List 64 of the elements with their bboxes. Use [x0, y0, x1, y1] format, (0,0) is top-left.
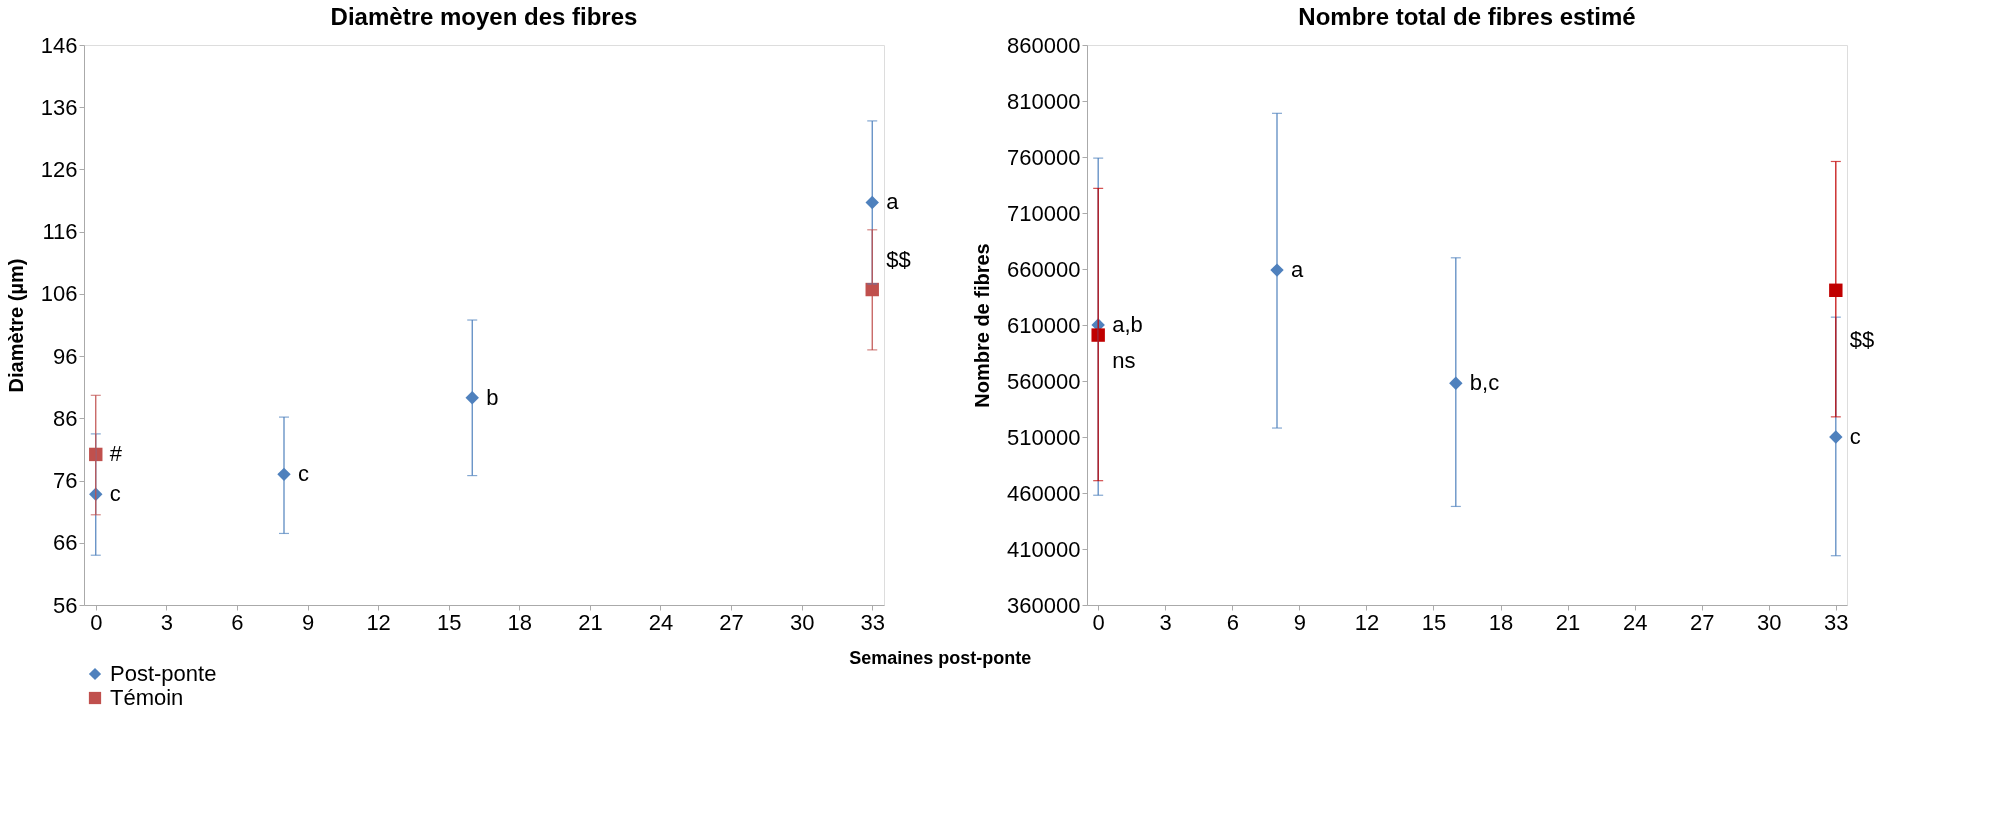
annotation: b — [486, 384, 499, 410]
x-tick-label: 24 — [1622, 609, 1648, 635]
x-tick-label: 6 — [1226, 609, 1239, 635]
annotation: a,b — [1112, 312, 1143, 337]
annotation: $$ — [1849, 326, 1875, 352]
y-tick-label: 126 — [40, 156, 78, 182]
x-axis-title: Semaines post-ponte — [849, 647, 1032, 668]
x-tick-label: 21 — [578, 609, 603, 635]
x-tick-label: 27 — [719, 609, 744, 635]
annotation: ns — [1112, 347, 1136, 373]
annotation: c — [109, 481, 121, 507]
x-tick-label: 33 — [1824, 609, 1849, 635]
y-axis-title: Nombre de fibres — [971, 243, 994, 408]
x-tick-label: 24 — [648, 609, 674, 635]
x-tick-label: 12 — [1354, 609, 1380, 635]
x-tick-label: 15 — [436, 609, 462, 635]
x-tick-label: 30 — [789, 609, 815, 635]
x-tick-label: 3 — [1159, 609, 1172, 635]
y-tick-label: 460000 — [1007, 480, 1081, 506]
y-tick-label: 66 — [53, 530, 78, 556]
y-tick-label: 360000 — [1007, 592, 1081, 618]
chart-title: Nombre total de fibres estimé — [1298, 3, 1636, 30]
y-tick-label: 760000 — [1007, 144, 1081, 170]
x-tick-label: 21 — [1555, 609, 1581, 635]
y-tick-label: 86 — [53, 405, 78, 431]
y-tick-label: 106 — [40, 281, 78, 307]
annotation: c — [298, 461, 309, 487]
annotation: b,c — [1469, 370, 1500, 396]
x-tick-label: 3 — [160, 609, 173, 635]
chart-title: Diamètre moyen des fibres — [330, 3, 638, 30]
y-tick-label: 56 — [53, 592, 78, 618]
y-tick-label: 560000 — [1007, 368, 1081, 394]
x-tick-label: 30 — [1757, 609, 1782, 635]
y-tick-label: 810000 — [1007, 88, 1081, 114]
y-tick-label: 96 — [53, 343, 78, 369]
x-tick-label: 9 — [301, 609, 315, 635]
y-tick-label: 136 — [40, 94, 78, 120]
x-tick-label: 12 — [366, 609, 391, 635]
x-tick-label: 27 — [1689, 609, 1715, 635]
x-tick-label: 6 — [231, 609, 244, 635]
annotation: $$ — [886, 247, 911, 273]
y-tick-label: 710000 — [1007, 200, 1081, 226]
x-tick-label: 15 — [1421, 609, 1447, 635]
y-tick-label: 146 — [40, 32, 78, 58]
x-tick-label: 0 — [1092, 609, 1105, 635]
y-tick-label: 660000 — [1007, 256, 1081, 282]
x-tick-label: 18 — [1488, 609, 1514, 635]
y-tick-label: 410000 — [1007, 536, 1081, 562]
legend-label: Post-ponte — [110, 661, 217, 686]
y-tick-label: 860000 — [1007, 32, 1081, 58]
y-tick-label: 116 — [42, 219, 78, 245]
y-axis-title: Diamètre (µm) — [4, 258, 27, 393]
annotation: # — [109, 441, 123, 467]
annotation: a — [1291, 257, 1304, 283]
annotation: c — [1849, 424, 1861, 449]
annotation: a — [886, 189, 900, 215]
x-tick-label: 18 — [507, 609, 533, 635]
legend-label: Témoin — [110, 685, 184, 710]
y-tick-label: 610000 — [1007, 312, 1081, 338]
x-tick-label: 9 — [1293, 609, 1306, 635]
x-tick-label: 33 — [860, 609, 885, 635]
y-tick-label: 76 — [53, 468, 78, 494]
x-tick-label: 0 — [90, 609, 103, 635]
y-tick-label: 510000 — [1007, 424, 1081, 450]
